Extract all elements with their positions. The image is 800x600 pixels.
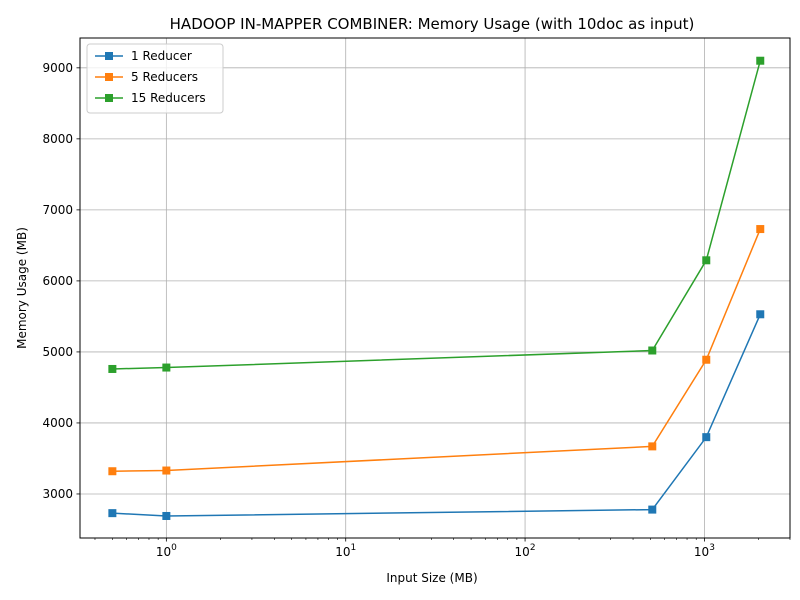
x-tick-label: 103 xyxy=(694,543,715,559)
data-point xyxy=(702,355,711,364)
x-tick-label-base: 10 xyxy=(156,545,171,559)
y-tick-label: 6000 xyxy=(42,274,73,288)
data-point xyxy=(702,256,711,265)
y-tick-label: 7000 xyxy=(42,203,73,217)
x-tick-label: 102 xyxy=(515,543,536,559)
x-tick-label-base: 10 xyxy=(694,545,709,559)
plot-frame xyxy=(79,37,791,539)
x-tick-label: 101 xyxy=(335,543,356,559)
legend-box xyxy=(86,43,224,114)
y-tick-label: 8000 xyxy=(42,132,73,146)
data-point xyxy=(162,363,171,372)
legend-label: 5 Reducers xyxy=(131,70,198,84)
data-point xyxy=(162,511,171,520)
x-tick-label-exponent: 1 xyxy=(350,543,356,553)
data-point xyxy=(108,364,117,373)
data-point xyxy=(108,467,117,476)
x-axis-label: Input Size (MB) xyxy=(386,571,477,585)
data-point xyxy=(162,466,171,475)
x-tick-label-base: 10 xyxy=(335,545,350,559)
legend-marker xyxy=(105,73,113,81)
legend-marker xyxy=(105,94,113,102)
legend-label: 1 Reducer xyxy=(131,49,192,63)
y-tick-label: 9000 xyxy=(42,61,73,75)
data-point xyxy=(756,225,765,234)
data-point xyxy=(756,310,765,319)
data-point xyxy=(648,442,657,451)
legend-label: 15 Reducers xyxy=(131,91,206,105)
data-point xyxy=(108,509,117,518)
series-layer xyxy=(108,56,765,520)
data-point xyxy=(648,346,657,355)
chart-title: HADOOP IN-MAPPER COMBINER: Memory Usage … xyxy=(170,15,695,33)
legend: 1 Reducer 5 Reducers 15 Reducers xyxy=(86,43,224,114)
grid xyxy=(80,38,790,538)
x-tick-label-exponent: 0 xyxy=(171,543,177,553)
x-tick-label: 100 xyxy=(156,543,177,559)
legend-marker xyxy=(105,52,113,60)
data-point xyxy=(648,505,657,514)
data-point xyxy=(756,56,765,65)
data-point xyxy=(702,433,711,442)
y-tick-label: 4000 xyxy=(42,416,73,430)
x-tick-label-exponent: 3 xyxy=(709,543,715,553)
y-tick-label: 5000 xyxy=(42,345,73,359)
y-tick-label: 3000 xyxy=(42,487,73,501)
x-tick-label-base: 10 xyxy=(515,545,530,559)
y-axis-label: Memory Usage (MB) xyxy=(15,227,29,349)
x-tick-label-exponent: 2 xyxy=(530,543,536,553)
